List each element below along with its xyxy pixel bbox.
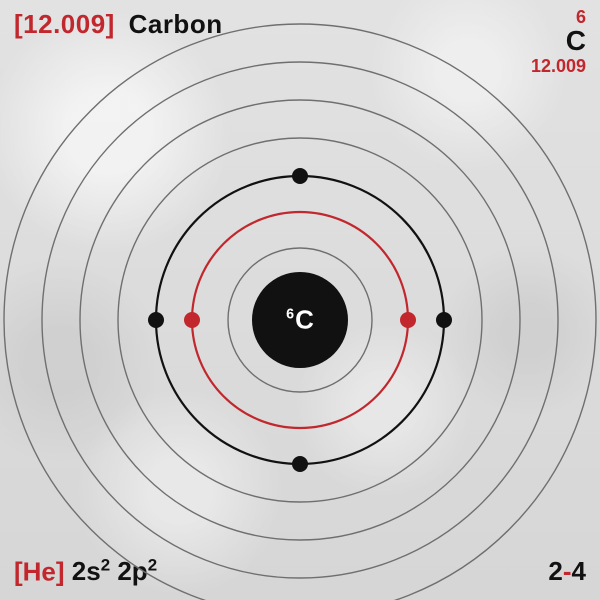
element-infographic: [12.009] Carbon 6 C 12.009 [He] 2s2 2p2 …: [0, 0, 600, 600]
nucleus-label: 6C: [286, 305, 314, 336]
nucleus-symbol: C: [295, 305, 314, 335]
atom-diagram: [0, 0, 600, 600]
nucleus-atomic-number: 6: [286, 307, 294, 323]
electron: [148, 312, 164, 328]
electron: [292, 168, 308, 184]
electron: [292, 456, 308, 472]
electron: [400, 312, 416, 328]
electron: [184, 312, 200, 328]
electron: [436, 312, 452, 328]
